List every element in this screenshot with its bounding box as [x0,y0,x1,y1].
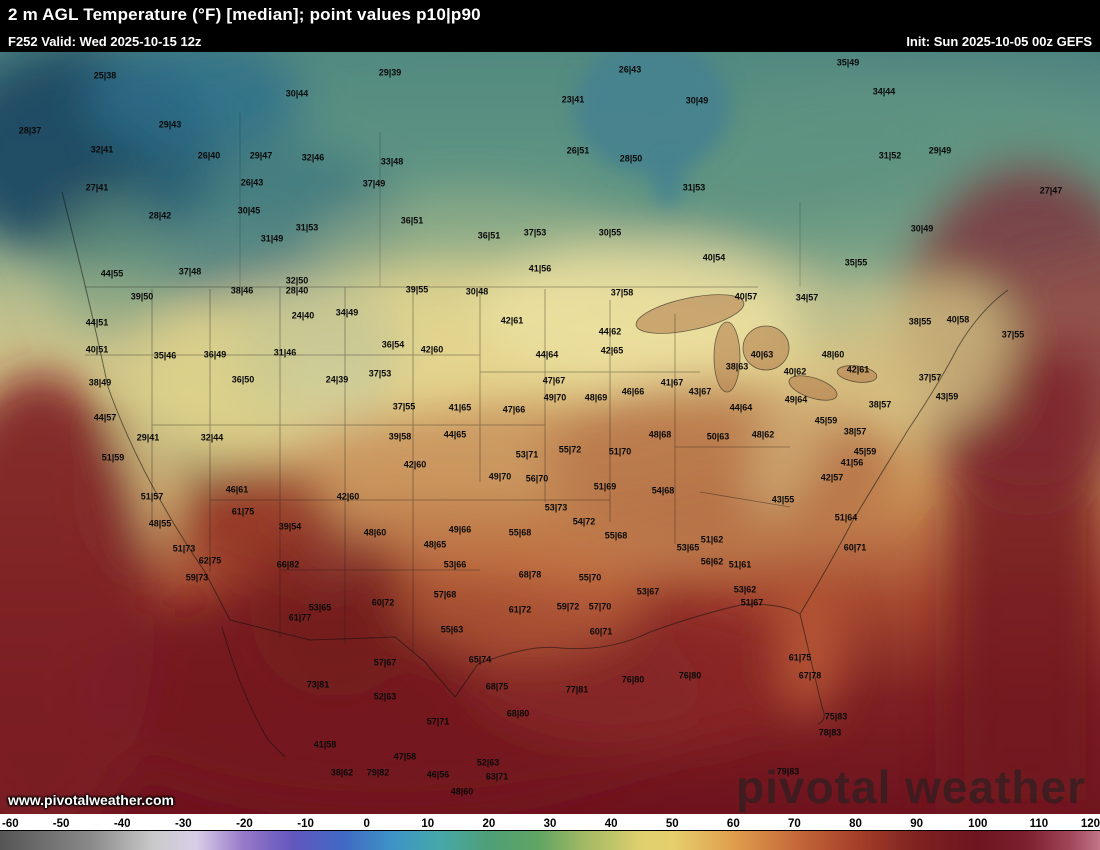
colorbar-tick: -20 [236,818,253,830]
colorbar-tick: -30 [175,818,192,830]
colorbar-tick: 50 [665,818,679,830]
init-time-label: Init: Sun 2025-10-05 00z GEFS [906,33,1092,49]
state-borders [85,112,801,652]
colorbar-tick: 0 [363,818,370,830]
info-bar: F252 Valid: Wed 2025-10-15 12z Init: Sun… [0,30,1100,52]
colorbar-tick: 40 [604,818,618,830]
colorbar-tick-labels: -60 -50 -40 -30 -20 -10 0 10 20 30 40 50 60 70 80 90 100… [0,814,1100,830]
colorbar-tick: 30 [543,818,557,830]
hudson-bay [574,52,730,206]
site-url-watermark: www.pivotalweather.com [8,792,174,808]
colorbar: -60 -50 -40 -30 -20 -10 0 10 20 30 40 50 60 70 80 90 100… [0,814,1100,850]
map-canvas [0,52,1100,814]
temperature-field [0,52,1100,814]
colorbar-tick: 60 [726,818,740,830]
colorbar-tick: -40 [113,818,131,830]
valid-time-label: F252 Valid: Wed 2025-10-15 12z [8,33,202,49]
colorbar-tick: -10 [297,818,314,830]
colorbar-tick: 100 [968,818,988,830]
great-lakes [635,294,878,401]
colorbar-tick: 90 [910,818,924,830]
colorbar-tick: 10 [421,818,435,830]
colorbar-tick: -60 [2,818,19,830]
brand-watermark: pivotal weather [736,761,1086,813]
map-title: 2 m AGL Temperature (°F) [median]; point… [8,5,481,24]
coastlines [61,191,1009,758]
colorbar-tick: 70 [788,818,801,830]
colorbar-tick: 120 [1080,818,1100,830]
colorbar-tick: -50 [52,818,70,830]
colorbar-gradient-bar [0,830,1100,850]
colorbar-tick: 80 [849,818,862,830]
colorbar-tick: 20 [482,818,496,830]
colorbar-tick: 110 [1029,818,1049,830]
title-bar: 2 m AGL Temperature (°F) [median]; point… [0,0,1100,30]
